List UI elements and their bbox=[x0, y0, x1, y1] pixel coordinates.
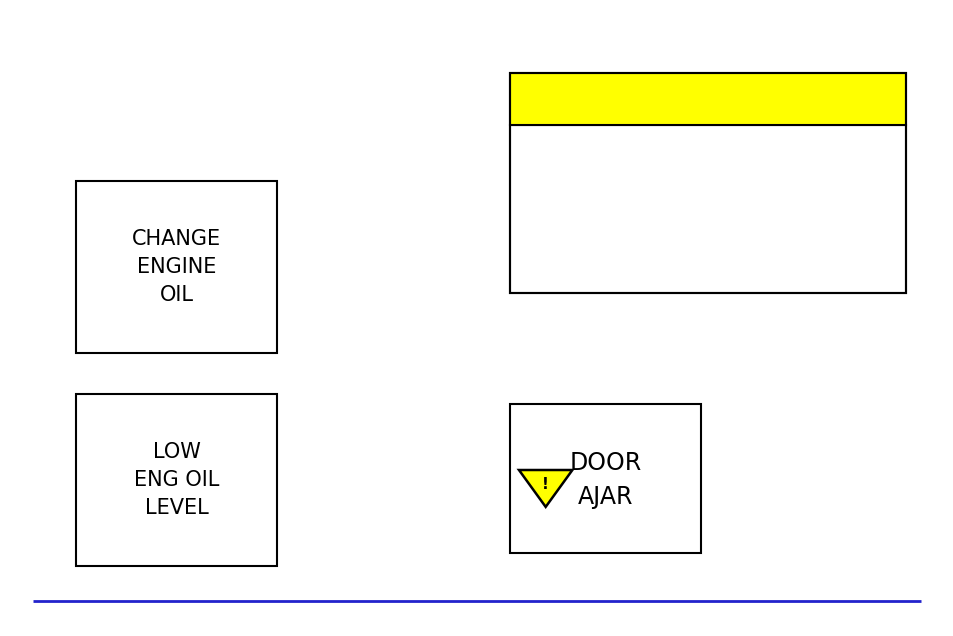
Bar bbox=[76, 394, 276, 566]
Bar bbox=[510, 73, 905, 293]
Polygon shape bbox=[518, 470, 572, 507]
Bar bbox=[510, 73, 905, 125]
Text: !: ! bbox=[541, 476, 549, 492]
Bar bbox=[76, 181, 276, 353]
Text: CHANGE
ENGINE
OIL: CHANGE ENGINE OIL bbox=[132, 229, 221, 305]
Bar bbox=[510, 404, 700, 553]
Text: LOW
ENG OIL
LEVEL: LOW ENG OIL LEVEL bbox=[133, 442, 219, 518]
Text: DOOR
AJAR: DOOR AJAR bbox=[569, 452, 641, 509]
Bar bbox=[510, 125, 905, 293]
